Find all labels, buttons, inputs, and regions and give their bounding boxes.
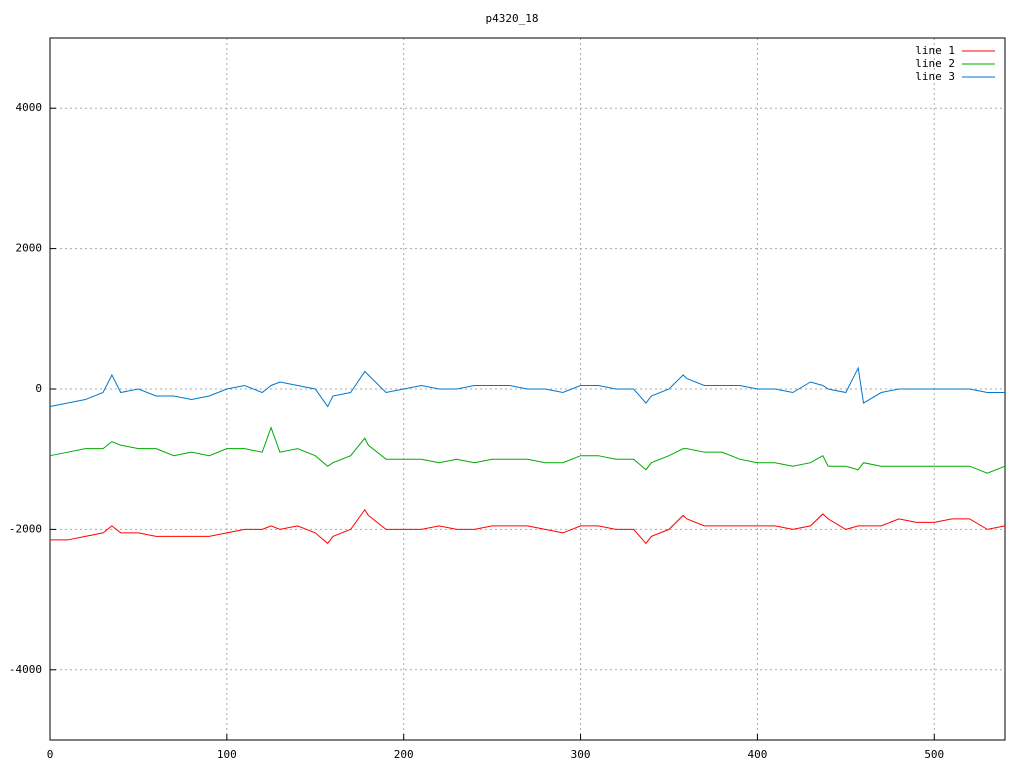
x-tick-label: 300 [571,748,591,761]
x-tick-label: 100 [217,748,237,761]
series-line [49,426,1006,474]
x-tick-label: 500 [924,748,944,761]
legend-label: line 2 [915,57,955,70]
x-tick-label: 0 [47,748,54,761]
y-tick-label: 0 [35,382,42,395]
y-tick-label: -2000 [9,522,42,535]
y-tick-label: -4000 [9,663,42,676]
plot-frame [49,37,1006,741]
chart-title: p4320_18 [486,12,539,25]
x-tick-label: 400 [747,748,767,761]
series-line [49,366,1005,408]
y-tick-label: 2000 [16,242,43,255]
legend-label: line 3 [915,70,955,83]
series-line [50,508,1006,545]
x-tick-label: 200 [394,748,414,761]
legend-label: line 1 [915,44,955,57]
y-tick-label: 4000 [16,101,43,114]
